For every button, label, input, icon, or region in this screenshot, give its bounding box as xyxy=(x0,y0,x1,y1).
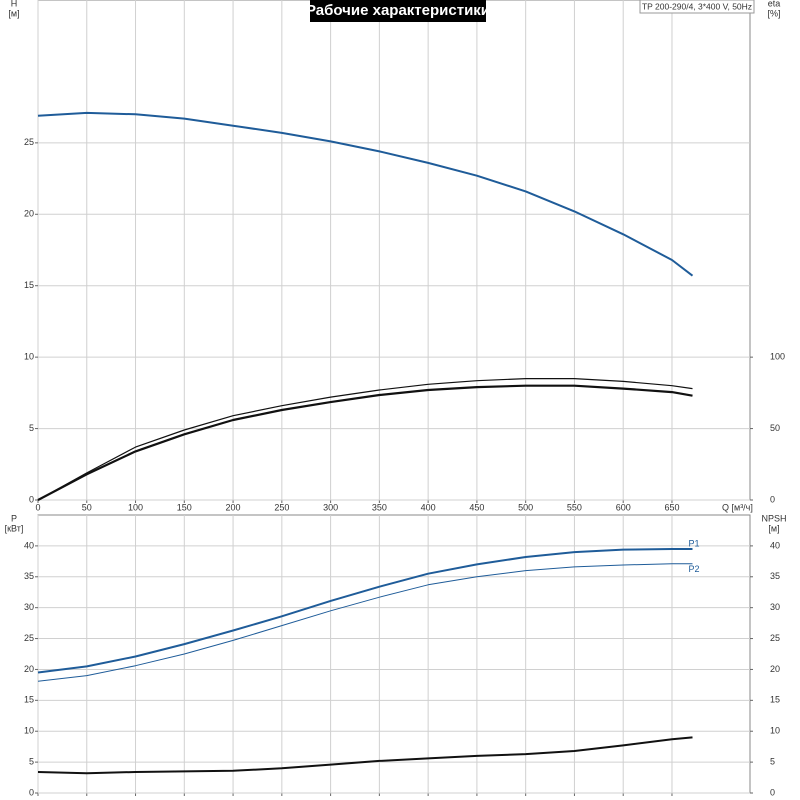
y-axis-unit: [кВт] xyxy=(5,523,24,533)
x-tick-label: 600 xyxy=(616,502,631,512)
x-tick-label: 550 xyxy=(567,502,582,512)
y2-tick-label: 0 xyxy=(770,494,775,504)
plot-frame xyxy=(37,0,751,501)
x-tick-label: 500 xyxy=(518,502,533,512)
y2-tick-label: 10 xyxy=(770,726,780,736)
series-line xyxy=(37,736,693,775)
x-tick-label: 200 xyxy=(226,502,241,512)
x-tick-label: 50 xyxy=(82,502,92,512)
model-box xyxy=(639,0,755,14)
y-tick-label: 30 xyxy=(24,602,34,612)
title-box xyxy=(310,0,486,22)
y-tick-label: 10 xyxy=(24,726,34,736)
y2-tick-label: 15 xyxy=(770,695,780,705)
chart-title: Рабочие характеристики xyxy=(306,2,490,19)
y2-tick-label: 0 xyxy=(770,787,775,797)
y-tick-label: 0 xyxy=(29,787,34,797)
y-tick-label: 0 xyxy=(29,494,34,504)
y2-tick-label: 20 xyxy=(770,664,780,674)
series-line xyxy=(37,384,693,501)
y2-tick-label: 100 xyxy=(770,352,785,362)
y-tick-label: 35 xyxy=(24,571,34,581)
x-axis-label: Q [м³/ч] xyxy=(722,502,753,512)
y-tick-label: 10 xyxy=(24,352,34,362)
y-tick-label: 15 xyxy=(24,280,34,290)
x-tick-label: 350 xyxy=(372,502,387,512)
x-tick-label: 100 xyxy=(128,502,143,512)
y2-axis-label: NPSH xyxy=(761,513,786,523)
x-tick-label: 150 xyxy=(177,502,192,512)
x-tick-label: 450 xyxy=(469,502,484,512)
y2-axis-unit: [%] xyxy=(767,8,780,18)
y-axis-label: P xyxy=(11,513,17,523)
x-tick-label: 0 xyxy=(35,502,40,512)
y2-axis-label: eta xyxy=(768,0,781,8)
y-tick-label: 5 xyxy=(29,756,34,766)
y-tick-label: 20 xyxy=(24,664,34,674)
y-tick-label: 20 xyxy=(24,209,34,219)
x-tick-label: 400 xyxy=(421,502,436,512)
y-tick-label: 15 xyxy=(24,695,34,705)
x-tick-label: 650 xyxy=(664,502,679,512)
y2-tick-label: 50 xyxy=(770,423,780,433)
y2-tick-label: 25 xyxy=(770,633,780,643)
x-tick-label: 250 xyxy=(274,502,289,512)
y-tick-label: 25 xyxy=(24,633,34,643)
model-label: TP 200-290/4, 3*400 V, 50Hz xyxy=(642,1,752,11)
y-tick-label: 25 xyxy=(24,137,34,147)
y2-axis-unit: [м] xyxy=(768,523,779,533)
y-axis-label: H xyxy=(11,0,18,8)
y2-tick-label: 5 xyxy=(770,756,775,766)
y-tick-label: 40 xyxy=(24,540,34,550)
series-line xyxy=(37,563,693,682)
y2-tick-label: 30 xyxy=(770,602,780,612)
y2-tick-label: 35 xyxy=(770,571,780,581)
y-tick-label: 5 xyxy=(29,423,34,433)
series-line xyxy=(37,111,694,277)
x-tick-label: 300 xyxy=(323,502,338,512)
y2-tick-label: 40 xyxy=(770,540,780,550)
series-label: P2 xyxy=(688,564,699,574)
series-label: P1 xyxy=(688,538,699,548)
y-axis-unit: [м] xyxy=(8,8,19,18)
series-line xyxy=(37,378,693,501)
series-line xyxy=(37,548,693,674)
